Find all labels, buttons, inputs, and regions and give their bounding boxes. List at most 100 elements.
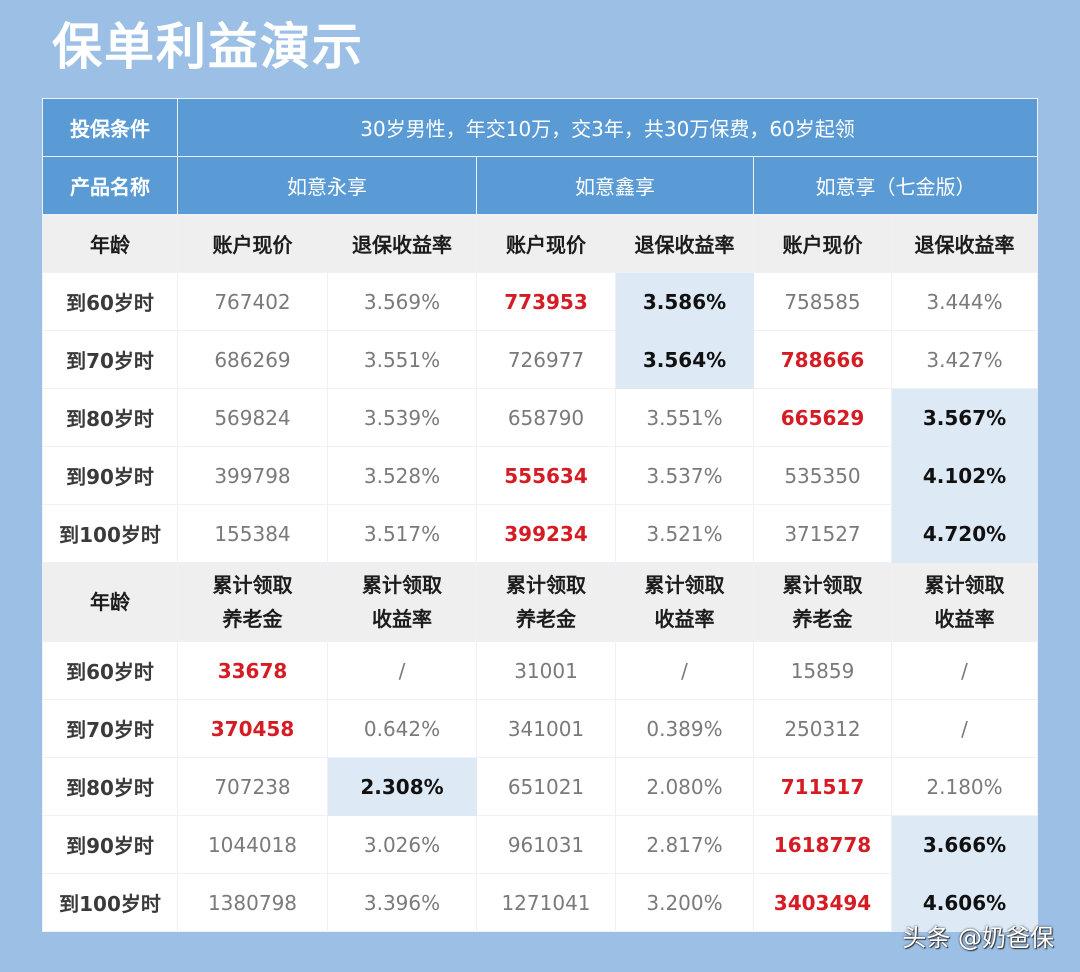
header-age: 年龄 xyxy=(42,214,178,273)
value-cell-highlight: 3.666% xyxy=(890,815,1039,874)
value-cell: 535350 xyxy=(753,446,892,505)
header-cumulative-rate: 累计领取 收益率 xyxy=(327,562,477,642)
value-cell: 758585 xyxy=(753,272,892,331)
table-row: 到70岁时 370458 0.642% 341001 0.389% 250312… xyxy=(42,699,1039,758)
value-cell: 2.180% xyxy=(890,757,1039,816)
value-cell: 399798 xyxy=(177,446,328,505)
value-cell: 3.026% xyxy=(327,815,477,874)
value-cell: 961031 xyxy=(476,815,616,874)
age-cell: 到100岁时 xyxy=(42,504,178,563)
value-cell: 1044018 xyxy=(177,815,328,874)
header-surrender-rate: 退保收益率 xyxy=(615,214,754,273)
table-row: 到90岁时 1044018 3.026% 961031 2.817% 16187… xyxy=(42,815,1039,874)
header-cash-value: 账户现价 xyxy=(753,214,892,273)
value-cell: / xyxy=(327,641,477,700)
value-cell-best: 788666 xyxy=(753,330,892,389)
watermark: 头条 @奶爸保 xyxy=(902,924,1054,952)
value-cell-best: 1618778 xyxy=(753,815,892,874)
age-cell: 到80岁时 xyxy=(42,757,178,816)
value-cell: 0.642% xyxy=(327,699,477,758)
header-line: 收益率 xyxy=(372,607,432,631)
value-cell-highlight: 3.586% xyxy=(615,272,754,331)
value-cell: 3.521% xyxy=(615,504,754,563)
header-line: 收益率 xyxy=(934,607,995,631)
value-cell-highlight: 4.606% xyxy=(890,873,1039,932)
table-row: 到60岁时 33678 / 31001 / 15859 / xyxy=(42,641,1039,700)
value-cell: 15859 xyxy=(753,641,892,700)
header-surrender-rate: 退保收益率 xyxy=(890,214,1039,273)
product-name-ruyi-yongxiang: 如意永享 xyxy=(177,156,477,215)
value-cell: 371527 xyxy=(753,504,892,563)
age-cell: 到70岁时 xyxy=(42,330,178,389)
value-cell-best: 555634 xyxy=(476,446,616,505)
value-cell: 1271041 xyxy=(476,873,616,932)
value-cell: 250312 xyxy=(753,699,892,758)
value-cell: 341001 xyxy=(476,699,616,758)
value-cell: 3.539% xyxy=(327,388,477,447)
value-cell-best: 370458 xyxy=(177,699,328,758)
value-cell-highlight: 2.308% xyxy=(327,757,477,816)
header-cumulative-pension: 累计领取 养老金 xyxy=(476,562,616,642)
table-row: 到70岁时 686269 3.551% 726977 3.564% 788666… xyxy=(42,330,1039,389)
products-row: 产品名称 如意永享 如意鑫享 如意享（七金版） xyxy=(42,156,1039,215)
conditions-row: 投保条件 30岁男性，年交10万，交3年，共30万保费，60岁起领 xyxy=(42,98,1039,157)
value-cell: 726977 xyxy=(476,330,616,389)
header-cumulative-rate: 累计领取 收益率 xyxy=(615,562,754,642)
header-line: 收益率 xyxy=(654,607,715,631)
value-cell: / xyxy=(615,641,754,700)
value-cell: 3.551% xyxy=(615,388,754,447)
value-cell: 3.200% xyxy=(615,873,754,932)
age-cell: 到60岁时 xyxy=(42,272,178,331)
page-title: 保单利益演示 xyxy=(52,18,364,76)
value-cell-best: 33678 xyxy=(177,641,328,700)
header-line: 累计领取 xyxy=(924,573,1005,597)
value-cell: 31001 xyxy=(476,641,616,700)
header-cumulative-pension: 累计领取 养老金 xyxy=(753,562,892,642)
table-row: 到80岁时 707238 2.308% 651021 2.080% 711517… xyxy=(42,757,1039,816)
header-line: 累计领取 xyxy=(782,573,863,597)
value-cell: 686269 xyxy=(177,330,328,389)
header-cumulative-rate: 累计领取 收益率 xyxy=(890,562,1039,642)
header-line: 养老金 xyxy=(222,607,283,631)
value-cell-highlight: 3.567% xyxy=(890,388,1039,447)
value-cell: 767402 xyxy=(177,272,328,331)
table-row: 到60岁时 767402 3.569% 773953 3.586% 758585… xyxy=(42,272,1039,331)
value-cell: 3.427% xyxy=(890,330,1039,389)
products-label: 产品名称 xyxy=(42,156,178,215)
value-cell: 3.528% xyxy=(327,446,477,505)
header-cash-value: 账户现价 xyxy=(476,214,616,273)
product-name-ruyi-xinxiang: 如意鑫享 xyxy=(476,156,754,215)
value-cell: 658790 xyxy=(476,388,616,447)
header-line: 累计领取 xyxy=(506,573,586,597)
value-cell-best: 399234 xyxy=(476,504,616,563)
value-cell: 2.080% xyxy=(615,757,754,816)
value-cell: 569824 xyxy=(177,388,328,447)
value-cell: 155384 xyxy=(177,504,328,563)
header-line: 累计领取 xyxy=(362,573,442,597)
value-cell-best: 773953 xyxy=(476,272,616,331)
value-cell: 3.569% xyxy=(327,272,477,331)
value-cell-best: 665629 xyxy=(753,388,892,447)
age-cell: 到90岁时 xyxy=(42,446,178,505)
value-cell: 3.551% xyxy=(327,330,477,389)
table-row: 到100岁时 155384 3.517% 399234 3.521% 37152… xyxy=(42,504,1039,563)
value-cell-best: 711517 xyxy=(753,757,892,816)
header-cash-value: 账户现价 xyxy=(177,214,328,273)
conditions-label: 投保条件 xyxy=(42,98,178,157)
section2-header-row: 年龄 累计领取 养老金 累计领取 收益率 累计领取 养老金 累计领取 收益率 累计领取养… xyxy=(42,562,1039,642)
age-cell: 到90岁时 xyxy=(42,815,178,874)
value-cell: 0.389% xyxy=(615,699,754,758)
benefit-table: 投保条件 30岁男性，年交10万，交3年，共30万保费，60岁起领 产品名称 如… xyxy=(42,98,1039,932)
value-cell: 3.444% xyxy=(890,272,1039,331)
value-cell-highlight: 4.720% xyxy=(890,504,1039,563)
value-cell-highlight: 4.102% xyxy=(890,446,1039,505)
value-cell: 1380798 xyxy=(177,873,328,932)
header-line: 养老金 xyxy=(792,607,853,631)
age-cell: 到80岁时 xyxy=(42,388,178,447)
value-cell: / xyxy=(890,641,1039,700)
header-line: 累计领取 xyxy=(644,573,725,597)
value-cell-highlight: 3.564% xyxy=(615,330,754,389)
value-cell: 3.517% xyxy=(327,504,477,563)
table-row: 到100岁时 1380798 3.396% 1271041 3.200% 340… xyxy=(42,873,1039,932)
value-cell: 3.396% xyxy=(327,873,477,932)
